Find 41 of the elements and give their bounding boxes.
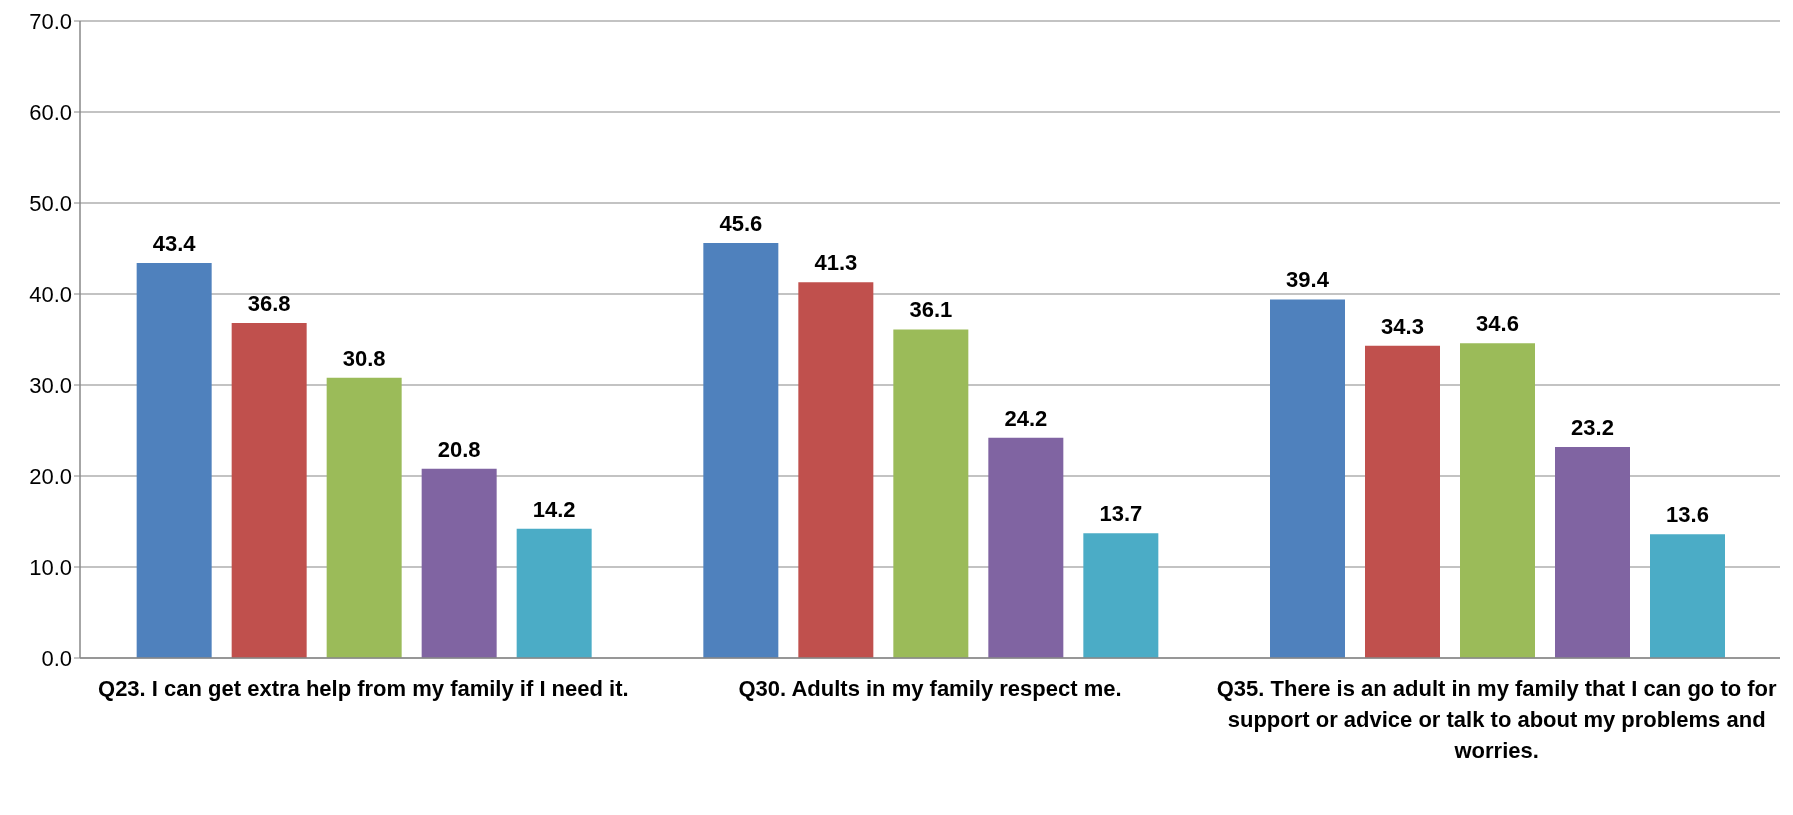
- data-label: 20.8: [437, 436, 481, 462]
- bar: [1555, 446, 1630, 658]
- bar: [1365, 345, 1440, 658]
- y-tick-label: 10.0: [29, 554, 72, 580]
- data-label: 24.2: [1004, 405, 1048, 431]
- bar: [231, 323, 307, 658]
- bar: [1083, 533, 1159, 658]
- data-label: 34.6: [1476, 311, 1519, 337]
- bar: [893, 329, 969, 658]
- bar: [326, 377, 402, 658]
- bar: [516, 528, 592, 658]
- bar: [1650, 534, 1725, 658]
- y-tick-label: 60.0: [29, 99, 72, 125]
- data-label: 30.8: [342, 345, 386, 371]
- data-label: 36.1: [909, 297, 953, 323]
- x-tick-label: Q23. I can get extra help from my family if I need it.: [98, 676, 629, 701]
- bar: [798, 282, 874, 658]
- data-label: 13.7: [1099, 501, 1143, 527]
- y-tick-label: 30.0: [29, 372, 72, 398]
- bar: [421, 468, 497, 658]
- bar: [1460, 343, 1535, 658]
- bar: [136, 263, 212, 658]
- x-tick-label: Q30. Adults in my family respect me.: [738, 676, 1122, 701]
- y-tick-label: 0.0: [41, 645, 72, 671]
- data-label: 36.8: [247, 291, 291, 317]
- data-label: 13.6: [1666, 502, 1709, 528]
- data-label: 41.3: [814, 250, 858, 276]
- y-tick-label: 70.0: [29, 8, 72, 34]
- bar: [1270, 299, 1345, 658]
- bar: [988, 437, 1064, 658]
- data-label: 34.3: [1381, 313, 1424, 339]
- y-tick-label: 40.0: [29, 281, 72, 307]
- y-tick-label: 50.0: [29, 190, 72, 216]
- data-label: 45.6: [719, 211, 763, 237]
- y-tick-label: 20.0: [29, 463, 72, 489]
- x-tick-label: Q35. There is an adult in my family that I can go to for support or advice or talk to about my problems and worries.: [1216, 676, 1778, 763]
- data-label: 39.4: [1286, 267, 1330, 293]
- data-label: 43.4: [152, 231, 197, 257]
- data-label: 14.2: [532, 496, 576, 522]
- bar: [703, 243, 779, 658]
- data-label: 23.2: [1571, 414, 1614, 440]
